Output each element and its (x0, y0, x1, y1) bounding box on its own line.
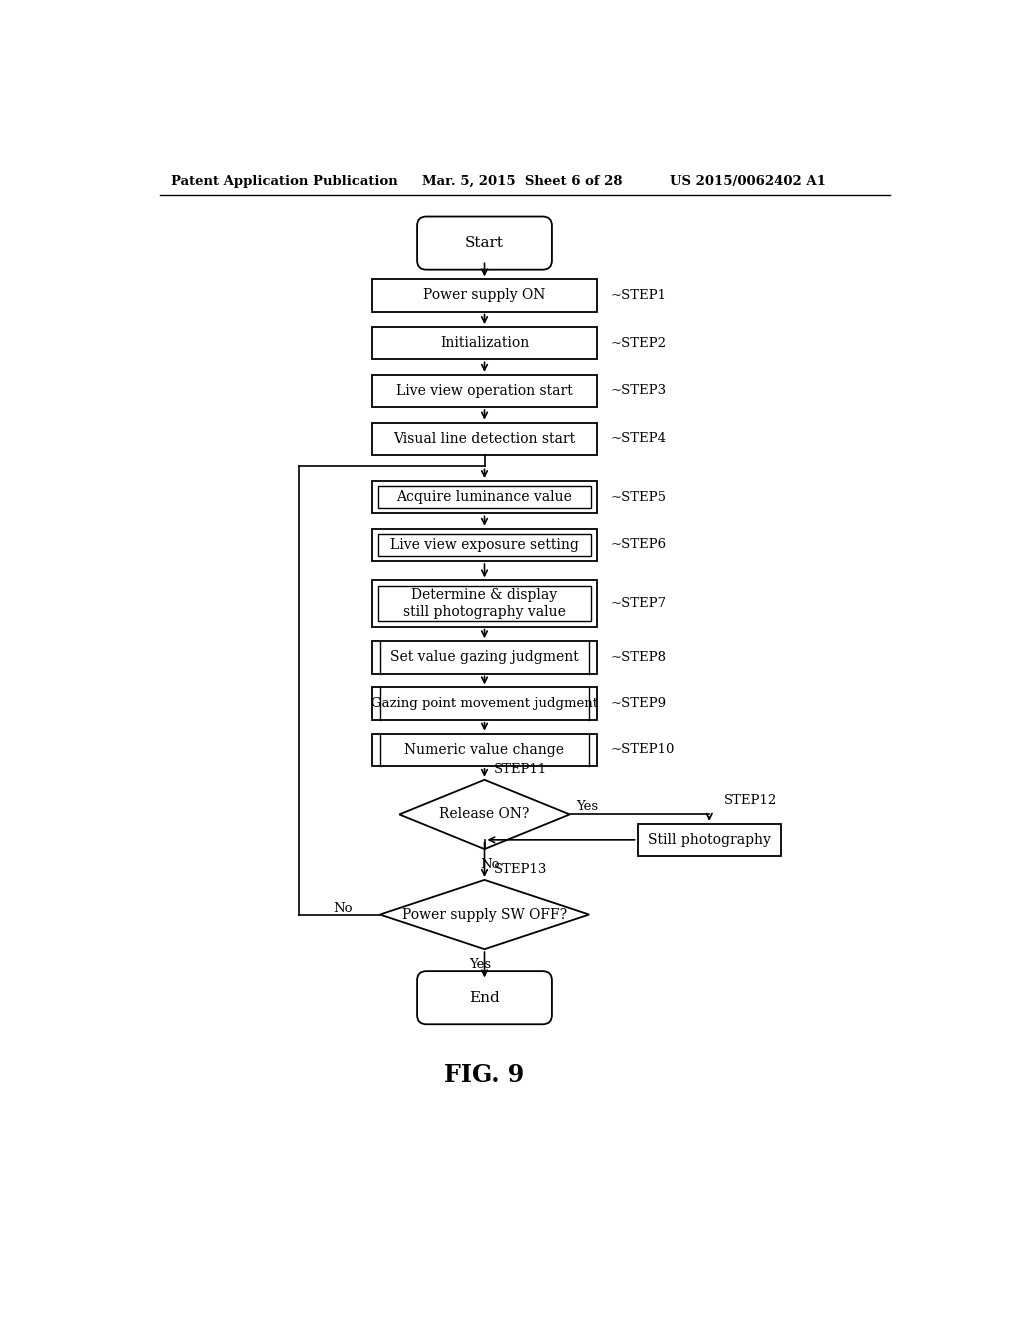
Text: ~STEP8: ~STEP8 (611, 651, 667, 664)
Text: ~STEP7: ~STEP7 (611, 597, 667, 610)
Text: Yes: Yes (575, 800, 598, 813)
Bar (372, 327, 597, 359)
Bar (372, 642, 597, 673)
Bar (372, 375, 597, 407)
Polygon shape (399, 780, 569, 849)
Text: ~STEP9: ~STEP9 (611, 697, 667, 710)
Text: Power supply ON: Power supply ON (423, 289, 546, 302)
Bar (372, 480, 597, 513)
Text: Gazing point movement judgment: Gazing point movement judgment (371, 697, 598, 710)
FancyBboxPatch shape (417, 216, 552, 269)
Bar (378, 586, 592, 622)
Text: End: End (469, 991, 500, 1005)
Text: Visual line detection start: Visual line detection start (393, 432, 575, 446)
Text: No: No (334, 902, 353, 915)
Text: ~STEP10: ~STEP10 (611, 743, 675, 756)
Text: ~STEP1: ~STEP1 (611, 289, 667, 302)
Bar (372, 280, 597, 312)
Bar (378, 487, 592, 508)
Bar (638, 824, 781, 857)
Bar (372, 529, 597, 561)
Bar (372, 734, 597, 766)
Text: Live view operation start: Live view operation start (396, 384, 572, 397)
Text: Numeric value change: Numeric value change (404, 743, 564, 756)
Text: Yes: Yes (469, 958, 492, 972)
Text: Still photography: Still photography (648, 833, 771, 847)
Text: Live view exposure setting: Live view exposure setting (390, 539, 579, 552)
Text: Initialization: Initialization (440, 337, 529, 350)
Text: Set value gazing judgment: Set value gazing judgment (390, 651, 579, 664)
Text: STEP12: STEP12 (724, 793, 777, 807)
Bar (372, 688, 597, 719)
FancyBboxPatch shape (417, 972, 552, 1024)
Text: Mar. 5, 2015  Sheet 6 of 28: Mar. 5, 2015 Sheet 6 of 28 (423, 176, 623, 187)
Text: Determine & display
still photography value: Determine & display still photography va… (403, 589, 566, 619)
Text: STEP11: STEP11 (494, 763, 547, 776)
Text: ~STEP2: ~STEP2 (611, 337, 667, 350)
Text: ~STEP4: ~STEP4 (611, 432, 667, 445)
Text: Start: Start (465, 236, 504, 249)
Bar (372, 581, 597, 627)
Text: ~STEP3: ~STEP3 (611, 384, 667, 397)
Text: FIG. 9: FIG. 9 (444, 1063, 524, 1086)
Text: ~STEP5: ~STEP5 (611, 491, 667, 504)
Text: US 2015/0062402 A1: US 2015/0062402 A1 (671, 176, 826, 187)
Polygon shape (380, 880, 589, 949)
Text: Power supply SW OFF?: Power supply SW OFF? (402, 908, 567, 921)
Bar (378, 535, 592, 556)
Text: ~STEP6: ~STEP6 (611, 539, 667, 552)
Bar (372, 422, 597, 455)
Text: Acquire luminance value: Acquire luminance value (396, 490, 572, 504)
Text: Patent Application Publication: Patent Application Publication (171, 176, 397, 187)
Text: Release ON?: Release ON? (439, 808, 529, 821)
Text: STEP13: STEP13 (494, 863, 547, 876)
Text: No: No (480, 858, 500, 871)
